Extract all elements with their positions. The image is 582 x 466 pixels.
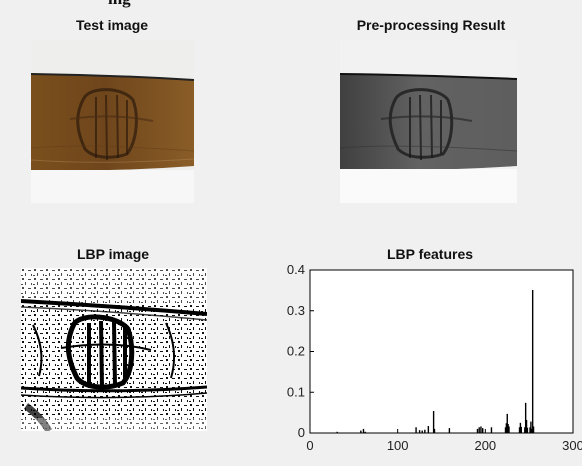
- lbp-feature-bar: [504, 427, 507, 433]
- lbp-feature-bar: [526, 427, 529, 433]
- lbp-feature-bar: [519, 422, 522, 433]
- y-axis-tick-label: 0.4: [287, 262, 305, 277]
- lbp-feature-bar: [360, 430, 362, 433]
- pre-processing-image: [340, 40, 517, 203]
- lbp-feature-bar: [508, 426, 510, 433]
- lbp-feature-bar: [525, 419, 528, 433]
- lbp-feature-bar: [478, 427, 480, 433]
- lbp-feature-bar: [424, 429, 426, 433]
- lbp-feature-bar: [336, 431, 338, 433]
- test-image-title: Test image: [75, 17, 149, 33]
- y-axis-tick-label: 0.3: [287, 303, 305, 318]
- y-axis-tick-label: 0: [298, 425, 305, 440]
- lbp-feature-bar: [506, 413, 508, 433]
- lbp-feature-bar: [421, 430, 423, 433]
- pre-processing-graphic: [340, 40, 517, 203]
- lbp-feature-bar: [518, 427, 521, 433]
- lbp-feature-bar: [432, 410, 435, 433]
- lbp-feature-bar: [482, 428, 484, 433]
- lbp-feature-bar: [362, 428, 365, 433]
- lbp-feature-bar: [505, 423, 508, 433]
- lbp-feature-bar: [415, 427, 417, 433]
- lbp-feature-bar: [480, 426, 482, 433]
- lbp-feature-bar: [524, 427, 526, 433]
- x-axis-tick-label: 100: [387, 438, 409, 453]
- test-image-graphic: [31, 40, 194, 203]
- lbp-features-title: LBP features: [386, 246, 474, 262]
- lbp-feature-bar: [433, 428, 436, 433]
- lbp-feature-bar: [529, 427, 531, 433]
- lbp-feature-bar: [418, 430, 421, 433]
- y-axis-tick-label: 0.1: [287, 384, 305, 399]
- lbp-feature-bar: [524, 402, 527, 433]
- clipped-figure-title: ing: [108, 0, 131, 9]
- lbp-feature-bar: [532, 426, 535, 433]
- lbp-feature-bar: [448, 428, 451, 433]
- plot-area: [309, 269, 574, 434]
- lbp-features-chart: 0 0.1 0.2 0.3 0.4 0 100 200 300: [268, 258, 582, 456]
- lbp-feature-bar: [507, 424, 509, 433]
- x-axis-tick-label: 200: [474, 438, 496, 453]
- test-image: [31, 40, 194, 203]
- lbp-features-svg: 0 0.1 0.2 0.3 0.4 0 100 200 300: [287, 262, 582, 453]
- lbp-feature-bar: [531, 289, 534, 433]
- lbp-feature-bar: [427, 426, 430, 433]
- lbp-feature-bar: [364, 431, 366, 433]
- lbp-feature-bar: [531, 428, 533, 433]
- lbp-image-title: LBP image: [76, 246, 150, 262]
- pre-processing-title: Pre-processing Result: [356, 17, 506, 33]
- x-axis-tick-label: 0: [306, 438, 313, 453]
- lbp-feature-bar: [520, 426, 522, 433]
- lbp-image: [21, 268, 207, 431]
- lbp-texture-graphic: [21, 268, 207, 431]
- x-axis-tick-label: 300: [562, 438, 582, 453]
- lbp-feature-bar: [490, 427, 493, 433]
- lbp-feature-bar: [476, 428, 479, 433]
- y-axis-tick-label: 0.2: [287, 344, 305, 359]
- lbp-feature-bar: [530, 421, 532, 433]
